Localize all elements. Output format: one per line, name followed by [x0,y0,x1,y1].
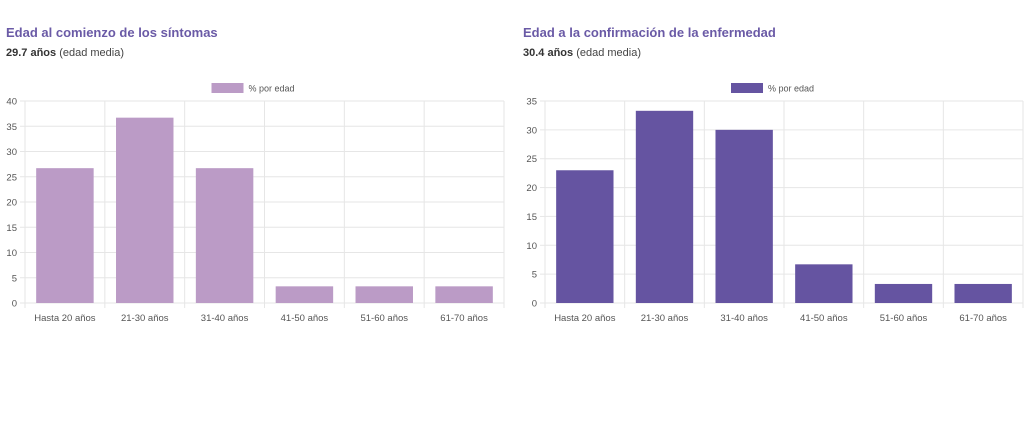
x-tick-label: 41-50 años [281,313,329,324]
bar [715,129,773,303]
y-tick-label: 10 [526,241,537,252]
mean-age-value: 29.7 años [6,47,57,59]
y-tick-label: 20 [6,198,17,209]
legend: % por edad [211,83,295,94]
legend-label: % por edad [768,84,814,94]
y-tick-label: 10 [6,248,17,259]
age-bar-chart: % por edad 0 5 10 15 20 25 30 35 Hasta 20 años 21-… [526,83,1024,324]
y-tick-label: 35 [6,122,17,133]
x-tick-label: 51-60 años [880,313,928,324]
legend-swatch [731,83,763,93]
mean-age-summary: 29.7 años (edad media) [6,47,124,59]
y-tick-label: 30 [526,125,537,136]
bar [275,286,334,303]
bar [355,286,413,303]
y-tick-label: 0 [532,299,537,310]
panel-title: Edad al comienzo de los síntomas [6,25,218,40]
bar [435,286,493,303]
x-tick-label: Hasta 20 años [554,313,616,324]
y-tick-label: 35 [526,97,537,108]
chart-panel-confirmation: Edad a la confirmación de la enfermedad … [512,0,1024,424]
y-tick-label: 5 [12,273,17,284]
y-tick-label: 15 [526,212,537,223]
bar [36,168,94,303]
age-bar-chart: % por edad 0 5 10 15 20 25 30 35 40 Hasta 20 años 2… [6,83,505,324]
x-tick-label: 51-60 años [360,313,408,324]
x-tick-label: 31-40 años [720,313,768,324]
bar [116,117,174,303]
bar [195,168,254,303]
x-tick-label: Hasta 20 años [34,313,96,324]
y-tick-label: 25 [6,172,17,183]
x-tick-label: 61-70 años [440,313,488,324]
legend-swatch [211,83,244,93]
panel-title: Edad a la confirmación de la enfermedad [523,25,776,40]
bar [954,283,1012,303]
bar [556,170,614,303]
y-tick-label: 30 [6,147,17,158]
mean-age-value: 30.4 años [523,47,574,59]
x-tick-label: 31-40 años [201,313,249,324]
mean-age-summary: 30.4 años (edad media) [523,47,641,59]
chart-panel-symptoms-onset: Edad al comienzo de los síntomas 29.7 añ… [6,25,505,324]
y-tick-label: 15 [6,223,17,234]
bar [874,283,933,303]
x-tick-label: 21-30 años [121,313,169,324]
x-tick-label: 41-50 años [800,313,848,324]
mean-age-label: (edad media) [576,47,642,59]
bar [795,264,853,303]
legend: % por edad [731,83,814,94]
legend-label: % por edad [249,84,295,94]
y-tick-label: 0 [12,299,17,310]
y-tick-label: 40 [6,97,17,108]
y-tick-label: 20 [526,183,537,194]
y-tick-label: 5 [532,270,537,281]
y-tick-label: 25 [526,154,537,165]
bar [635,110,694,303]
mean-age-label: (edad media) [59,47,125,59]
x-tick-label: 61-70 años [959,313,1007,324]
x-tick-label: 21-30 años [641,313,689,324]
